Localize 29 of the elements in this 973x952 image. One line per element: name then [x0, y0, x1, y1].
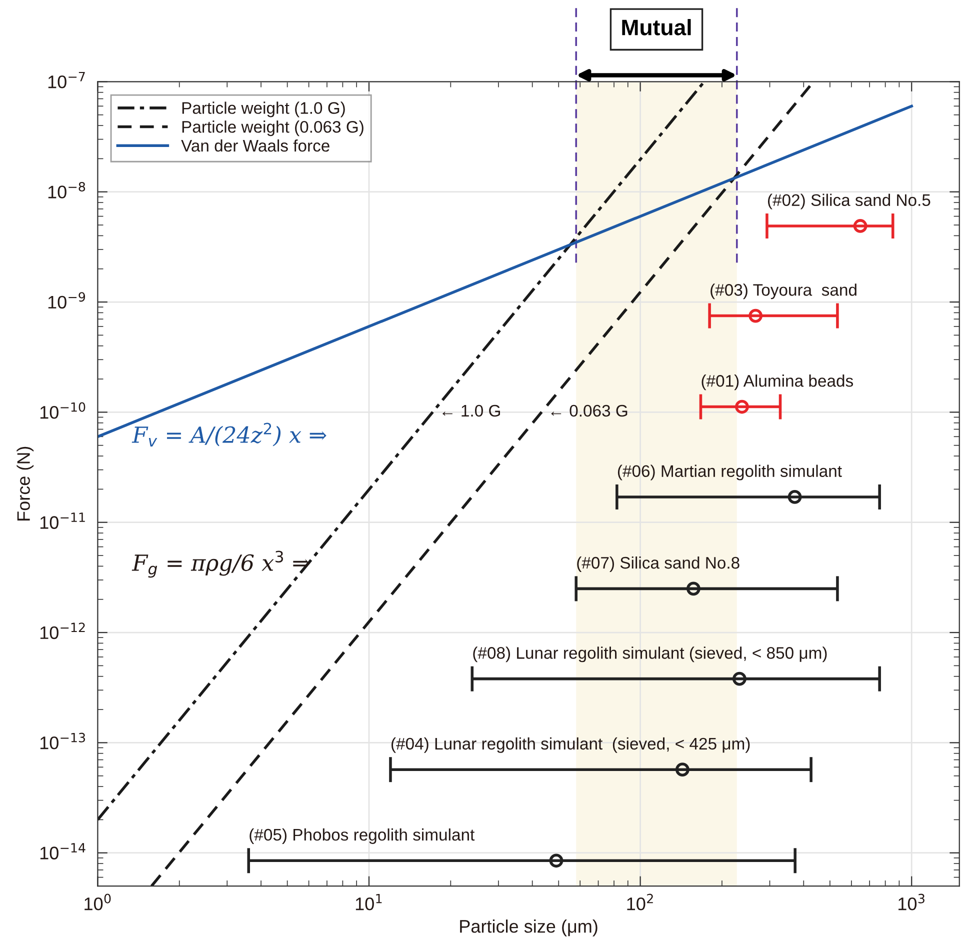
- y-tick-label: 10$^{−7}$: [48, 72, 85, 88]
- x-tick-label: 10$^{1}$: [356, 894, 382, 910]
- legend-label: Particle weight (1.0 G): [182, 102, 345, 118]
- y-tick-label: 10$^{−9}$: [48, 292, 86, 309]
- x-tick-label: 10$^{2}$: [627, 894, 653, 910]
- band-label: Mutual: [622, 19, 691, 36]
- y-tick-label: 10$^{−10}$: [40, 402, 86, 419]
- annotation: (#03) Toyoura sand: [710, 284, 856, 300]
- annotation: (#04) Lunar regolith simulant (sieved, < 425 μm): [392, 737, 750, 753]
- annotation: F$_{v}$ = A/(24z$^{2}$) x ⇒: [132, 422, 326, 446]
- annotation: ← 1.0 G: [442, 404, 500, 417]
- y-tick-label: 10$^{−14}$: [40, 843, 86, 860]
- annotation: (#02) Silica sand No.5: [768, 194, 930, 210]
- y-tick-label: 10$^{−8}$: [48, 182, 86, 198]
- legend-label: Particle weight (0.063 G): [182, 120, 364, 136]
- annotation: (#01) Alumina beads: [702, 374, 853, 390]
- y-axis-title: Force (N): [16, 446, 34, 520]
- x-tick-label: 10$^{0}$: [84, 894, 111, 910]
- x-axis-title: Particle size (μm): [460, 920, 598, 936]
- y-tick-label: 10$^{−13}$: [40, 732, 86, 750]
- x-tick-label: 10$^{3}$: [898, 894, 924, 910]
- annotation: (#06) Martian regolith simulant: [618, 464, 842, 480]
- annotation: ← 0.063 G: [551, 404, 628, 417]
- y-tick-label: 10$^{−12}$: [40, 622, 85, 640]
- y-tick-label: 10$^{−11}$: [40, 512, 85, 529]
- annotation: (#08) Lunar regolith simulant (sieved, < 850 μm): [473, 646, 827, 662]
- legend-label: Van der Waals force: [181, 139, 330, 152]
- annotation: (#05) Phobos regolith simulant: [250, 828, 475, 844]
- annotation: (#07) Silica sand No.8: [577, 556, 740, 572]
